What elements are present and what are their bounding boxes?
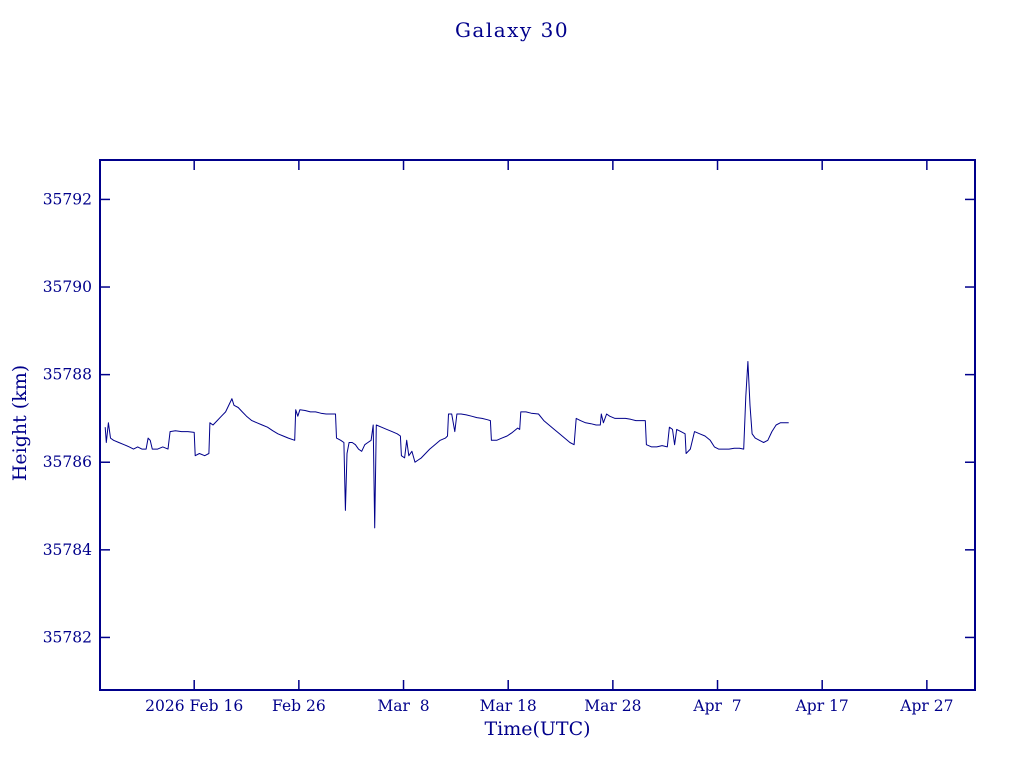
x-tick-label: Mar 8 — [377, 697, 429, 715]
y-tick-label: 35784 — [43, 541, 92, 559]
y-tick-label: 35786 — [43, 453, 92, 471]
x-tick-label: Mar 28 — [584, 697, 641, 715]
x-tick-label: Feb 26 — [272, 697, 326, 715]
x-tick-label: 2026 Feb 16 — [145, 697, 243, 715]
y-tick-label: 35790 — [43, 278, 92, 296]
x-tick-label: Apr 17 — [795, 697, 849, 715]
y-tick-label: 35782 — [43, 628, 92, 646]
height-series-line — [104, 361, 789, 529]
chart-title: Galaxy 30 — [454, 18, 570, 42]
x-tick-label: Apr 7 — [692, 697, 741, 715]
x-axis-label: Time(UTC) — [484, 718, 591, 740]
x-tick-label: Apr 27 — [899, 697, 953, 715]
plot-frame — [99, 159, 976, 691]
x-tick-label: Mar 18 — [480, 697, 537, 715]
y-tick-label: 35792 — [43, 190, 92, 208]
y-tick-label: 35788 — [43, 366, 92, 384]
